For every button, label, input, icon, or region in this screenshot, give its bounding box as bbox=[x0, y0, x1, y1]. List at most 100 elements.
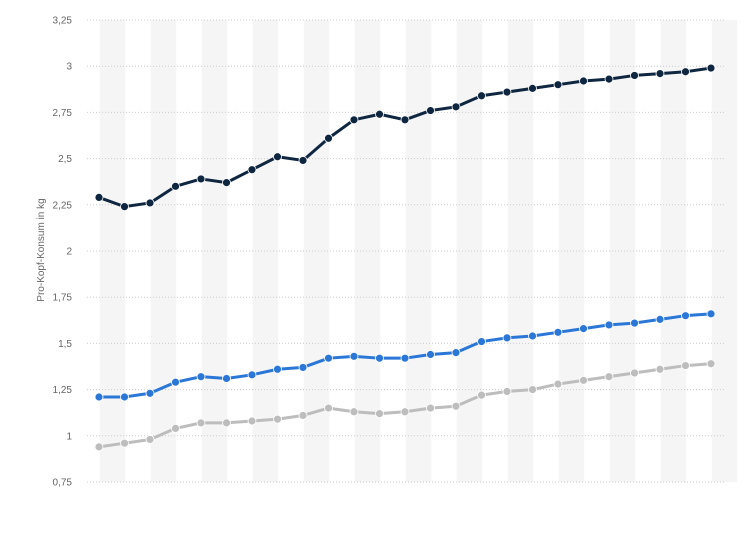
data-point bbox=[196, 174, 206, 184]
data-point bbox=[528, 331, 537, 341]
data-point bbox=[400, 407, 410, 417]
y-tick-label: 1,25 bbox=[53, 385, 73, 396]
data-point bbox=[579, 375, 588, 385]
data-point bbox=[681, 361, 690, 370]
data-point bbox=[145, 198, 155, 208]
data-point bbox=[655, 314, 665, 324]
data-point bbox=[426, 403, 435, 413]
background-band bbox=[456, 20, 483, 482]
data-point bbox=[324, 353, 333, 363]
background-band bbox=[609, 20, 636, 482]
data-point bbox=[298, 363, 308, 372]
data-point bbox=[349, 407, 359, 417]
data-point bbox=[426, 350, 435, 359]
data-point bbox=[273, 364, 282, 374]
y-axis-ticks: 0,75 1 1,25 1,5 1,75 2 2,25 2,5 2,75 3 3,25 bbox=[53, 16, 73, 489]
background-band bbox=[99, 20, 126, 482]
background-band bbox=[252, 20, 279, 482]
data-point bbox=[222, 178, 231, 188]
data-point bbox=[247, 370, 257, 380]
y-tick-label: 0,75 bbox=[53, 478, 73, 489]
data-point bbox=[171, 377, 180, 387]
data-point bbox=[400, 353, 410, 363]
data-point bbox=[324, 403, 333, 413]
data-point bbox=[553, 379, 563, 389]
data-point bbox=[655, 364, 665, 374]
data-point bbox=[579, 76, 588, 86]
background-band bbox=[558, 20, 585, 482]
background-band bbox=[201, 20, 228, 482]
data-point bbox=[502, 333, 512, 343]
data-point bbox=[630, 318, 639, 328]
y-tick-label: 3 bbox=[66, 62, 72, 73]
data-point bbox=[706, 359, 716, 369]
data-point bbox=[477, 337, 486, 346]
background-band bbox=[711, 20, 738, 482]
data-point bbox=[477, 91, 486, 101]
background-band bbox=[150, 20, 177, 482]
data-point bbox=[273, 414, 282, 424]
data-point bbox=[630, 71, 639, 80]
data-point bbox=[247, 416, 257, 426]
data-point bbox=[196, 418, 206, 428]
y-tick-label: 1,75 bbox=[53, 293, 73, 304]
data-point bbox=[502, 87, 512, 97]
data-point bbox=[681, 67, 690, 77]
y-tick-label: 1 bbox=[66, 431, 72, 442]
data-point bbox=[451, 401, 461, 411]
data-point bbox=[349, 351, 359, 361]
data-point bbox=[630, 368, 639, 378]
data-point bbox=[375, 353, 384, 363]
data-point bbox=[681, 311, 690, 321]
data-point bbox=[655, 69, 665, 78]
background-band bbox=[405, 20, 432, 482]
data-point bbox=[375, 109, 384, 119]
y-tick-label: 3,25 bbox=[53, 16, 73, 27]
data-point bbox=[579, 324, 588, 334]
y-tick-label: 2,75 bbox=[53, 108, 73, 119]
data-point bbox=[706, 309, 716, 319]
y-tick-label: 2,5 bbox=[58, 154, 72, 165]
data-point bbox=[604, 74, 614, 84]
data-point bbox=[553, 327, 563, 337]
data-point bbox=[120, 202, 129, 212]
data-point bbox=[604, 320, 614, 330]
data-point bbox=[477, 390, 486, 400]
data-point bbox=[706, 63, 716, 73]
data-point bbox=[145, 435, 155, 444]
data-point bbox=[528, 385, 537, 395]
data-point bbox=[451, 102, 461, 112]
data-point bbox=[222, 418, 231, 428]
data-point bbox=[120, 438, 129, 448]
data-point bbox=[222, 374, 231, 383]
data-point bbox=[375, 409, 384, 419]
data-point bbox=[349, 115, 359, 125]
background-band bbox=[660, 20, 687, 482]
data-point bbox=[273, 152, 282, 162]
y-tick-label: 2 bbox=[66, 247, 72, 258]
data-point bbox=[400, 115, 410, 125]
data-point bbox=[502, 387, 512, 396]
background-bands bbox=[99, 20, 738, 482]
data-point bbox=[298, 411, 308, 420]
data-point bbox=[94, 392, 104, 402]
data-point bbox=[426, 106, 435, 115]
data-point bbox=[298, 156, 308, 165]
data-point bbox=[145, 388, 155, 398]
data-point bbox=[94, 193, 104, 202]
data-point bbox=[247, 165, 257, 175]
data-point bbox=[171, 424, 180, 433]
data-point bbox=[553, 80, 563, 90]
data-point bbox=[528, 83, 537, 93]
y-axis-title: Pro-Kopf-Konsum in kg bbox=[36, 198, 47, 301]
data-point bbox=[94, 442, 104, 452]
data-point bbox=[324, 133, 333, 143]
data-point bbox=[604, 372, 614, 382]
y-tick-label: 2,25 bbox=[53, 200, 73, 211]
data-point bbox=[171, 181, 180, 191]
data-point bbox=[120, 392, 129, 402]
y-tick-label: 1,5 bbox=[58, 339, 72, 350]
series-group bbox=[94, 63, 716, 452]
data-point bbox=[451, 348, 461, 358]
